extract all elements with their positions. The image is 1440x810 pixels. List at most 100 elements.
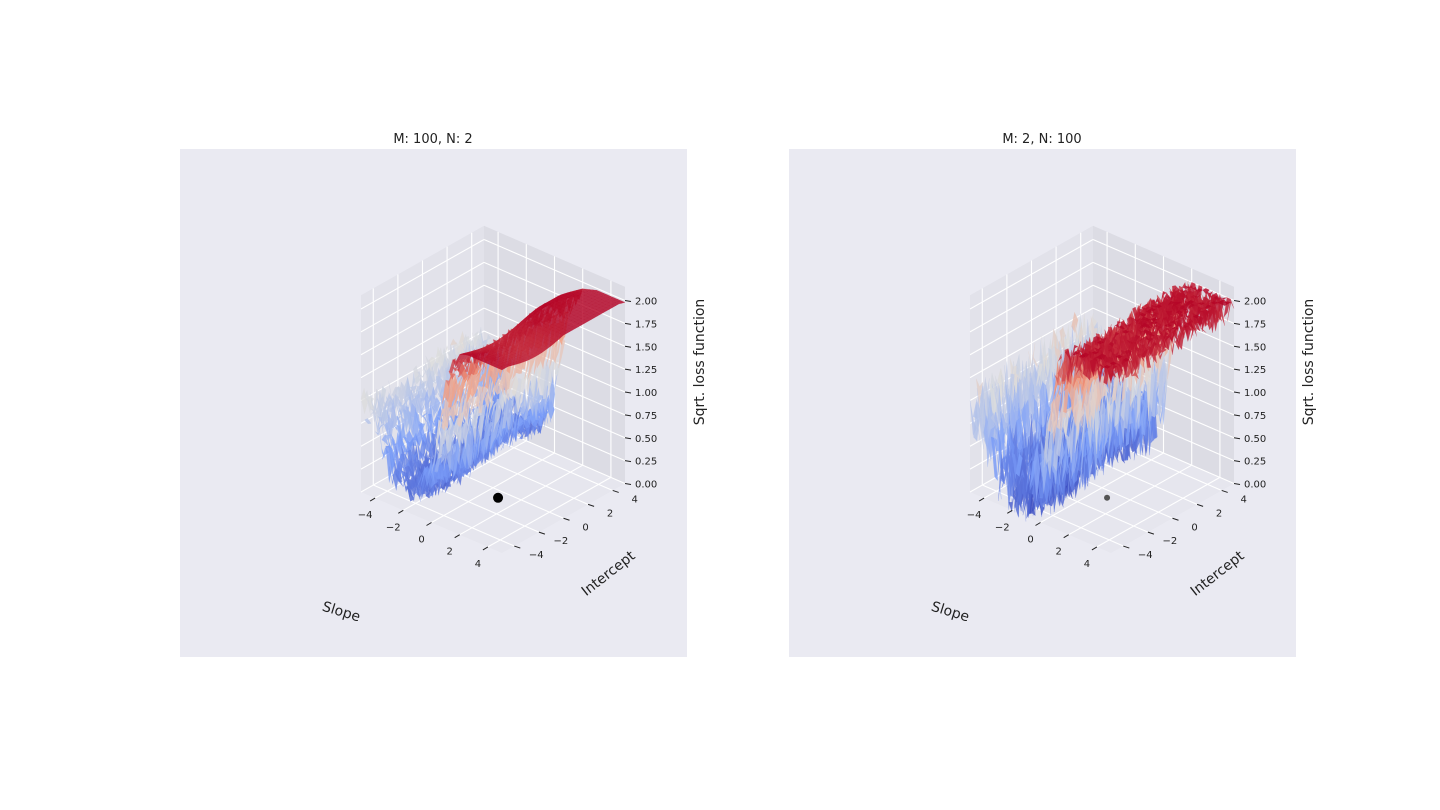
z-axis-label: Sqrt. loss function <box>692 299 708 426</box>
surface-patch <box>480 426 488 460</box>
x-tick-label: −4 <box>358 510 373 521</box>
surface-patch <box>438 469 446 490</box>
surface-patch <box>475 385 483 407</box>
surface-patch <box>454 368 463 374</box>
surface-patch <box>476 367 484 378</box>
surface-patch <box>424 477 432 490</box>
surface-patch <box>565 328 574 332</box>
surface-patch <box>374 408 382 436</box>
z-tick-label: 1.00 <box>1244 388 1266 399</box>
surface-patch <box>462 432 470 469</box>
surface-patch <box>448 371 456 408</box>
gridline <box>360 284 485 356</box>
gridline <box>483 238 626 302</box>
surface-patch <box>421 414 429 425</box>
z-tick-label: 0.25 <box>1244 457 1266 468</box>
marker-layer <box>493 492 504 503</box>
surface-patch <box>449 338 458 346</box>
surface-patch <box>427 394 435 419</box>
surface-patch <box>581 319 589 324</box>
surface-patch <box>425 428 433 459</box>
surface-patch <box>443 461 451 484</box>
surface-patch <box>517 399 525 429</box>
surface-patch <box>544 343 552 349</box>
y-tick-label: −2 <box>554 536 569 547</box>
z-tick-label: 1.25 <box>635 365 657 376</box>
surface-patch <box>549 338 557 369</box>
surface-patch <box>420 465 428 487</box>
x-tick-label: 2 <box>1056 547 1062 558</box>
surface-patch <box>454 375 462 385</box>
surface-patch <box>463 377 471 403</box>
surface-patch <box>496 369 504 396</box>
surface-patch <box>459 421 467 445</box>
y-tick-label: 2 <box>1216 508 1222 519</box>
surface-patch <box>458 361 466 378</box>
x-tick-label: 2 <box>447 547 453 558</box>
surface-patch <box>371 408 379 424</box>
gridline <box>360 307 485 379</box>
surface-patch <box>447 403 455 417</box>
surface-patch <box>478 386 486 414</box>
surface-patch <box>490 401 498 422</box>
surface-patch <box>397 454 406 470</box>
surface-patch <box>465 409 473 440</box>
surface-patch <box>467 358 475 376</box>
surface-patch <box>380 405 388 422</box>
surface-patch <box>431 441 439 474</box>
z-tick-label: 2.00 <box>635 297 657 308</box>
z-tick-label: 0.75 <box>635 411 657 422</box>
surface-patch <box>399 473 407 493</box>
surface-patch <box>401 386 409 403</box>
x-tick-label: 0 <box>418 535 424 546</box>
surface-patch <box>513 427 521 434</box>
surface-patch <box>416 436 424 462</box>
z-axis-label: Sqrt. loss function <box>1301 299 1317 426</box>
surface-patch <box>511 373 519 398</box>
surface-patch <box>381 408 388 427</box>
surface-patch <box>611 302 620 306</box>
z-tick-label: 0.25 <box>635 457 657 468</box>
surface-patch <box>374 421 382 436</box>
surface-patch <box>516 415 525 432</box>
surface-patch <box>384 421 392 436</box>
z-tick-label: 0.50 <box>1244 434 1266 445</box>
surface-patch <box>360 387 368 415</box>
surface-patch <box>605 305 614 310</box>
x-tick-label: 4 <box>1084 559 1090 570</box>
surface-patch <box>434 419 442 454</box>
surface-patch <box>520 388 528 415</box>
surface-patch <box>427 457 435 485</box>
surface-patch <box>392 468 400 491</box>
surface-patch <box>410 475 418 502</box>
surface-patch <box>466 388 474 424</box>
x-tick-label: −4 <box>967 510 982 521</box>
surface-patch <box>413 376 421 385</box>
surface-patch <box>596 310 604 315</box>
gridline <box>360 261 485 333</box>
z-tick-label: 0.75 <box>1244 411 1266 422</box>
z-tick-label: 0.50 <box>635 434 657 445</box>
surface-patch <box>384 433 392 442</box>
surface-patch <box>524 370 532 407</box>
surface-patch <box>364 418 372 425</box>
surface-patch <box>391 386 399 398</box>
surface-patch <box>410 390 418 413</box>
surface-patch <box>430 405 438 416</box>
surface-patch <box>423 380 431 400</box>
surface-patch <box>454 377 462 406</box>
y-tick-label: −4 <box>529 550 544 561</box>
surface-patch <box>449 442 457 472</box>
surface-patch <box>541 410 549 421</box>
gridline <box>459 464 583 536</box>
surface-patch <box>478 371 487 383</box>
surface-patch <box>381 433 389 446</box>
chart-title: M: 2, N: 100 <box>1002 132 1081 147</box>
y-tick-label: 0 <box>1191 522 1197 533</box>
surface-patch <box>402 409 410 433</box>
surface-patch <box>431 420 439 428</box>
minimum-marker <box>1104 494 1111 501</box>
surface-patch <box>574 323 583 327</box>
z-tick-label: 0.00 <box>1244 480 1266 491</box>
surface-patch <box>436 455 445 481</box>
